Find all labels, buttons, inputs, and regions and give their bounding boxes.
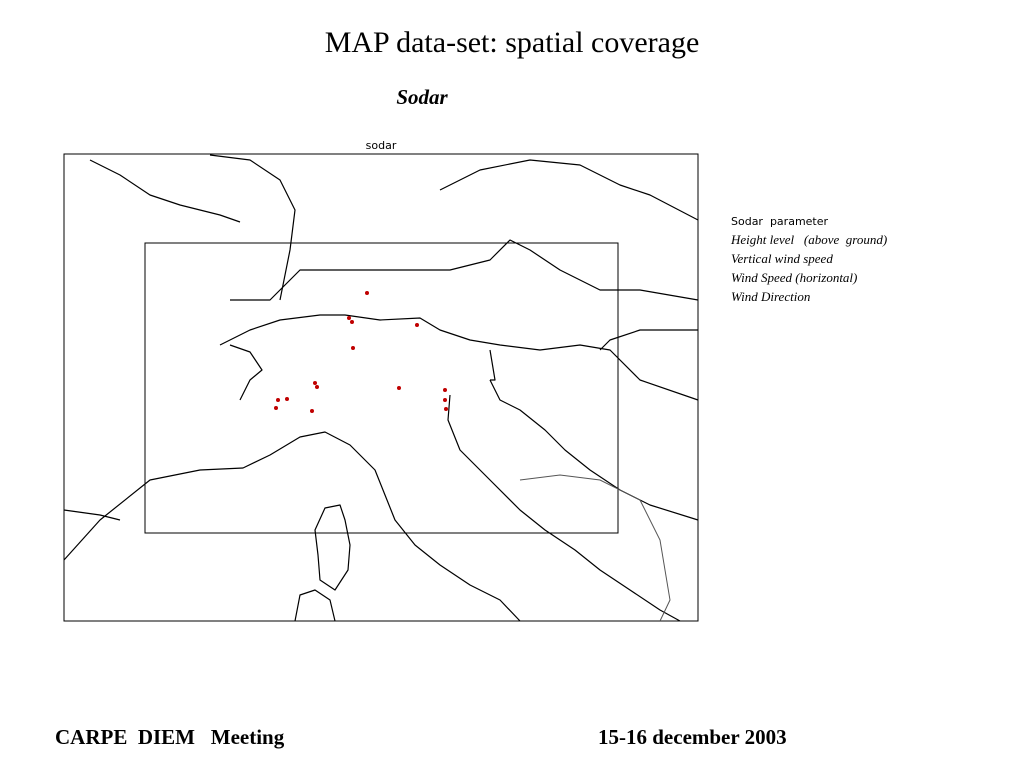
sodar-stations — [274, 291, 448, 413]
borders — [63, 154, 699, 622]
legend-item: Wind Speed (horizontal) — [731, 270, 857, 285]
footer-right: 15-16 december 2003 — [598, 725, 787, 749]
domain-box — [144, 242, 619, 534]
legend-item: Vertical wind speed — [731, 251, 833, 266]
subtitle: Sodar — [396, 85, 448, 109]
legend: Sodar parameter Height level (above grou… — [730, 215, 887, 304]
legend-header: Sodar parameter — [731, 215, 829, 228]
map-title: sodar — [366, 139, 397, 152]
slide-title: MAP data-set: spatial coverage — [325, 26, 700, 59]
legend-item: Wind Direction — [731, 289, 810, 304]
legend-item: Height level (above ground) — [730, 232, 887, 247]
footer-left: CARPE DIEM Meeting — [55, 725, 285, 749]
map: sodar — [63, 139, 699, 622]
map-frame — [63, 153, 699, 622]
